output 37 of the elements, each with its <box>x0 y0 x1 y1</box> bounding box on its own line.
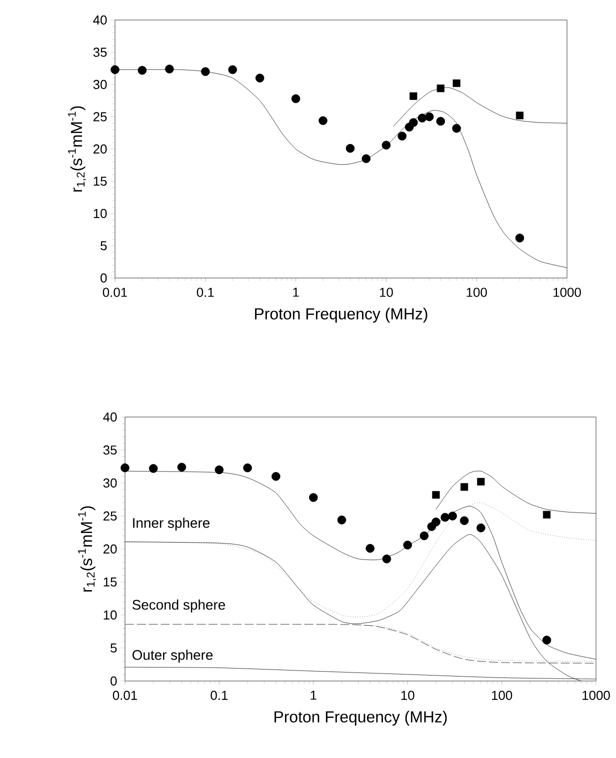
x-tick-label: 10 <box>380 288 393 297</box>
y-axis-title: r$_{1,2}$(s$^{-1}$mM$^{-1}$) <box>68 106 86 192</box>
y-tick-label: 5 <box>110 643 117 653</box>
x-tick-label: 1000 <box>554 288 581 297</box>
y-tick-label: 0 <box>110 676 117 686</box>
x-tick-label: 10 <box>401 690 414 700</box>
y-tick-label: 40 <box>103 412 117 422</box>
y-tick-label: 40 <box>93 15 107 25</box>
y-tick-label: 10 <box>94 208 107 218</box>
y-tick-label: 15 <box>104 577 117 587</box>
x-tick-label: 1000 <box>582 690 610 700</box>
x-axis-title: Proton Frequency (MHz) <box>255 308 428 323</box>
y-tick-label: 20 <box>103 544 117 554</box>
x-tick-label: 0.1 <box>196 288 214 297</box>
x-tick-label: 100 <box>492 690 512 700</box>
x-tick-label: 1 <box>310 690 316 700</box>
annotation: Inner sphere <box>133 518 210 531</box>
x-axis-title: Proton Frequency (MHz) <box>274 710 447 726</box>
y-axis-title: r$_{1,2}$(s$^{-1}$mM$^{-1}$) <box>78 506 96 592</box>
x-tick-label: 100 <box>466 288 487 297</box>
y-tick-label: 10 <box>104 610 117 620</box>
y-tick-label: 35 <box>103 445 117 455</box>
x-tick-label: 0.01 <box>102 288 127 297</box>
y-tick-label: 25 <box>103 511 117 521</box>
y-tick-label: 25 <box>93 112 107 122</box>
y-tick-label: 5 <box>100 241 107 250</box>
y-tick-label: 30 <box>93 80 107 90</box>
y-tick-label: 35 <box>93 48 107 57</box>
x-tick-label: 0.01 <box>112 690 137 700</box>
annotation: Second sphere <box>132 599 226 612</box>
y-tick-label: 30 <box>103 478 117 488</box>
y-tick-label: 20 <box>93 144 107 154</box>
annotation: Outer sphere <box>132 650 213 663</box>
y-tick-label: 0 <box>100 273 107 283</box>
y-tick-label: 15 <box>94 176 107 186</box>
x-tick-label: 0.1 <box>210 690 228 700</box>
x-tick-label: 1 <box>293 288 299 297</box>
